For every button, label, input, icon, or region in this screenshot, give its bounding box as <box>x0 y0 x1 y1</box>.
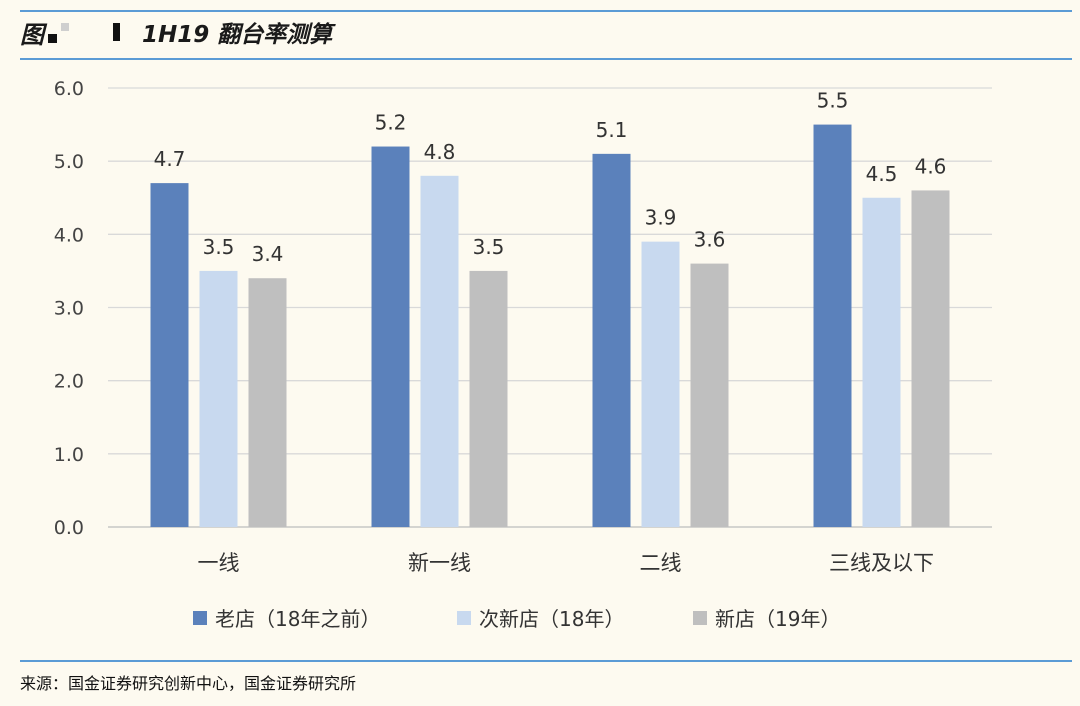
legend-swatch <box>457 611 471 625</box>
data-label: 5.2 <box>375 111 407 135</box>
x-tick-label: 一线 <box>198 551 240 575</box>
figure-label: 图 <box>20 19 44 49</box>
title-rule <box>20 58 1072 60</box>
y-tick-label: 1.0 <box>54 444 84 466</box>
y-tick-label: 0.0 <box>54 517 84 539</box>
chart-title: 1H19 翻台率测算 <box>142 22 333 48</box>
bottom-rule <box>20 660 1072 662</box>
title-row: 图 1H19 翻台率测算 <box>20 14 1072 50</box>
x-tick-label: 新一线 <box>408 551 471 575</box>
data-label: 4.8 <box>424 140 456 164</box>
data-label: 4.7 <box>154 147 186 171</box>
x-tick-label: 三线及以下 <box>829 551 934 575</box>
bar <box>150 183 189 527</box>
data-label: 5.5 <box>817 89 849 113</box>
source-note: 来源：国金证券研究创新中心，国金证券研究所 <box>20 674 357 693</box>
legend-label: 老店（18年之前） <box>215 607 380 631</box>
legend-label: 新店（19年） <box>715 607 840 631</box>
figure-number-mark-3 <box>113 23 120 41</box>
bar <box>420 175 459 528</box>
data-label: 4.5 <box>866 162 898 186</box>
data-label: 3.6 <box>694 228 726 252</box>
bar <box>371 146 410 528</box>
bar <box>911 190 950 527</box>
legend-label: 次新店（18年） <box>479 607 624 631</box>
bar <box>862 197 901 527</box>
legend-swatch <box>193 611 207 625</box>
bar <box>690 263 729 527</box>
y-tick-label: 5.0 <box>54 151 84 173</box>
figure-number-mark <box>48 33 57 43</box>
y-tick-label: 3.0 <box>54 298 84 320</box>
bar <box>248 278 287 527</box>
figure-number-mark-2 <box>61 23 69 31</box>
data-label: 3.9 <box>645 206 677 230</box>
y-tick-label: 2.0 <box>54 371 84 393</box>
y-tick-label: 6.0 <box>54 78 84 100</box>
bar <box>592 153 631 527</box>
bar <box>641 241 680 527</box>
top-rule <box>20 10 1072 12</box>
bar <box>199 270 238 527</box>
data-label: 5.1 <box>596 118 628 142</box>
data-label: 3.4 <box>252 242 284 266</box>
bar <box>813 124 852 527</box>
legend-swatch <box>693 611 707 625</box>
data-label: 4.6 <box>915 154 947 178</box>
bar <box>469 270 508 527</box>
y-tick-label: 4.0 <box>54 224 84 246</box>
data-label: 3.5 <box>473 235 505 259</box>
data-label: 3.5 <box>203 235 235 259</box>
bar-chart: 0.0 1.0 2.0 3.0 4.0 5.0 6.0 4.7 3.5 3.4 一线 5.2 4.8 3.… <box>54 78 992 631</box>
x-tick-label: 二线 <box>640 551 682 575</box>
